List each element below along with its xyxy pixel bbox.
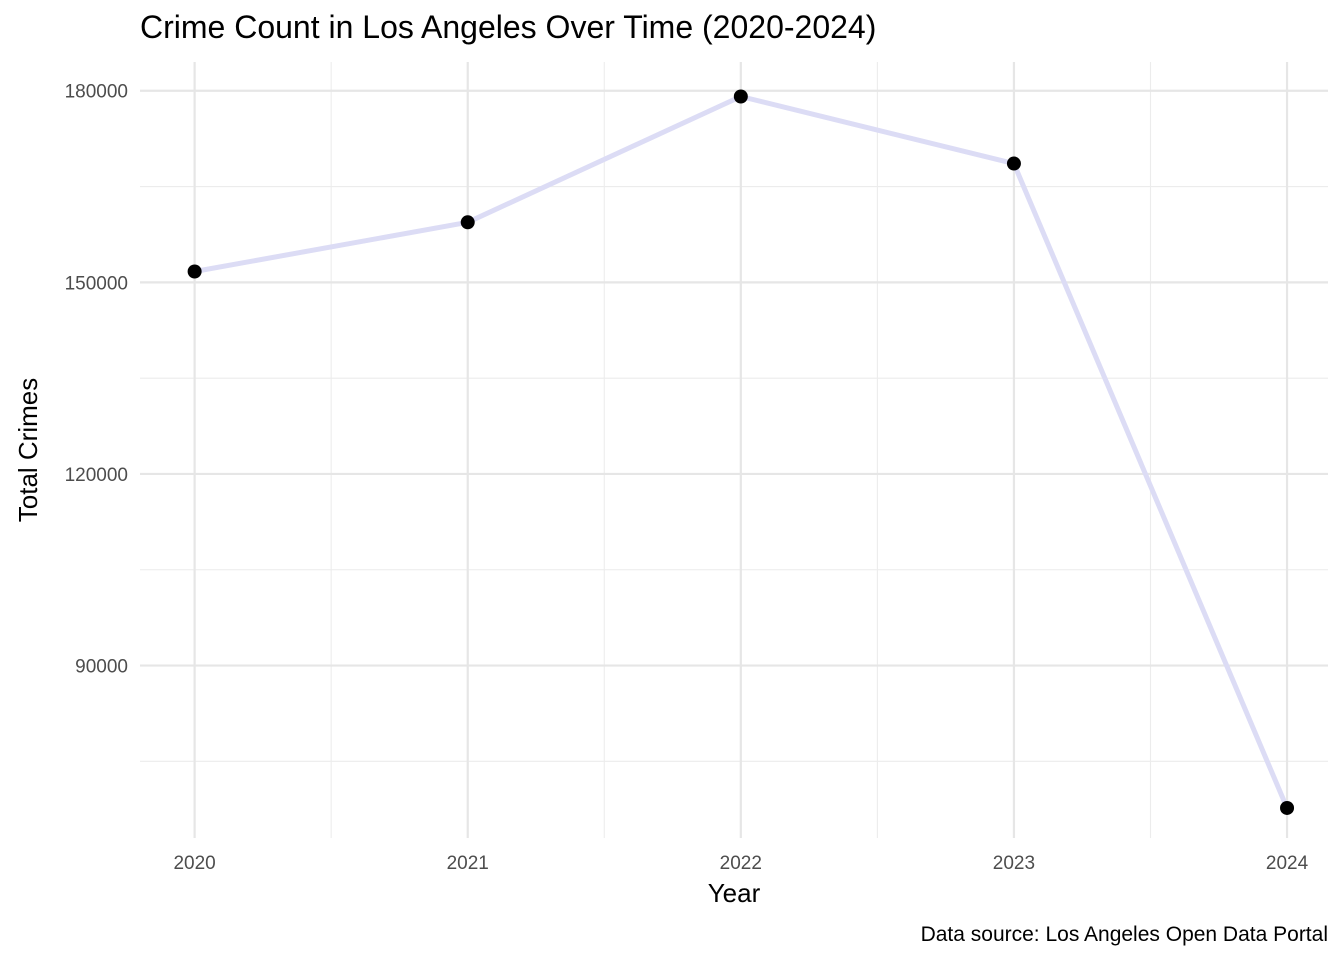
data-point [187, 264, 202, 279]
points-layer [187, 89, 1295, 815]
y-tick-label: 180000 [65, 82, 128, 103]
chart-title: Crime Count in Los Angeles Over Time (20… [140, 9, 876, 45]
data-point [460, 215, 475, 230]
x-axis-title: Year [708, 878, 761, 908]
x-tick-label: 2020 [173, 853, 215, 874]
data-point [733, 89, 748, 104]
major-gridlines [140, 62, 1328, 838]
y-tick-label: 120000 [65, 465, 128, 486]
data-point [1280, 800, 1295, 815]
data-point [1006, 156, 1021, 171]
x-tick-label: 2021 [447, 853, 489, 874]
y-axis-tick-labels: 90000 120000 150000 180000 [65, 82, 128, 678]
x-axis-tick-labels: 2020 2021 2022 2023 2024 [173, 853, 1308, 874]
y-tick-label: 150000 [65, 273, 128, 294]
x-tick-label: 2023 [993, 853, 1035, 874]
y-axis-title: Total Crimes [13, 378, 43, 522]
y-tick-label: 90000 [75, 657, 128, 678]
x-tick-label: 2022 [720, 853, 762, 874]
minor-gridlines [140, 62, 1328, 838]
chart-caption: Data source: Los Angeles Open Data Porta… [921, 923, 1328, 946]
x-tick-label: 2024 [1266, 853, 1309, 874]
